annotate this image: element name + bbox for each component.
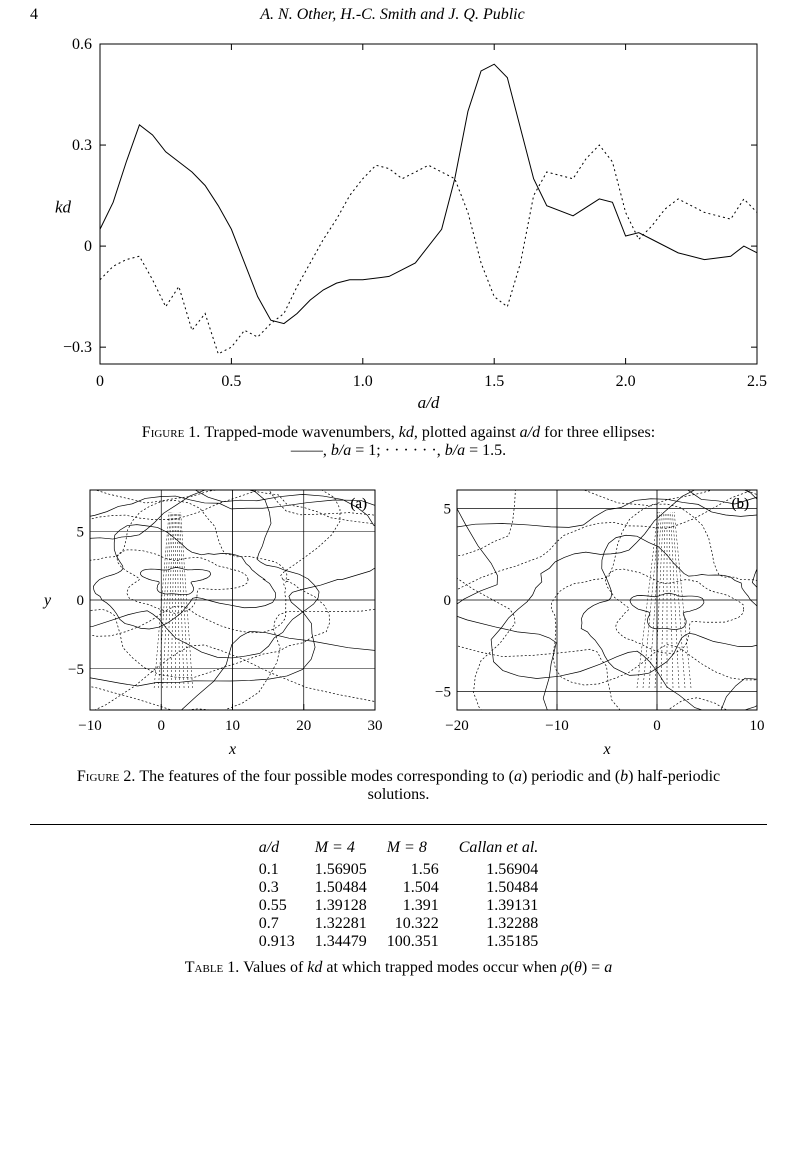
- table-row: 0.11.569051.561.56904: [249, 861, 549, 879]
- svg-text:(a): (a): [350, 496, 367, 512]
- svg-text:2.5: 2.5: [747, 373, 767, 390]
- svg-text:a/d: a/d: [418, 393, 440, 412]
- svg-text:20: 20: [296, 718, 311, 734]
- table-1-caption-text: Values of kd at which trapped modes occu…: [243, 959, 612, 976]
- figure-1-chart: −0.300.30.600.51.01.52.02.5kda/d: [30, 34, 767, 414]
- figure-2-panel-a: −100102030−505xy(a)−100102030−505(a)xy: [30, 480, 385, 760]
- svg-text:−0.3: −0.3: [63, 339, 92, 356]
- svg-text:0: 0: [158, 718, 166, 734]
- table-col-2: M = 8: [377, 839, 449, 861]
- svg-text:−10: −10: [545, 718, 568, 734]
- svg-text:x: x: [228, 741, 236, 758]
- figure-2-caption: Figure 2. The features of the four possi…: [70, 768, 727, 804]
- table-col-3: Callan et al.: [449, 839, 549, 861]
- figure-2-panel-b: −20−10010−505x(b)−20−10010−505(b)x: [412, 480, 767, 760]
- figure-2-caption-text: The features of the four possible modes …: [139, 768, 720, 803]
- svg-text:2.0: 2.0: [616, 373, 636, 390]
- svg-text:(b): (b): [732, 496, 750, 512]
- table-1-caption: Table 1. Values of kd at which trapped m…: [70, 959, 727, 977]
- page-header: 4 A. N. Other, H.-C. Smith and J. Q. Pub…: [30, 6, 767, 24]
- svg-text:−20: −20: [445, 718, 468, 734]
- page-number: 4: [30, 6, 38, 24]
- figure-2: −100102030−505xy(a)−100102030−505(a)xy −…: [30, 480, 767, 760]
- svg-text:−10: −10: [78, 718, 101, 734]
- authors: A. N. Other, H.-C. Smith and J. Q. Publi…: [38, 6, 747, 24]
- svg-text:5: 5: [444, 501, 452, 517]
- svg-text:10: 10: [225, 718, 240, 734]
- svg-text:1.0: 1.0: [353, 373, 373, 390]
- svg-text:0.5: 0.5: [221, 373, 241, 390]
- figure-1-label: Figure 1.: [142, 424, 205, 441]
- svg-text:1.5: 1.5: [484, 373, 504, 390]
- table-col-1: M = 4: [305, 839, 377, 861]
- svg-text:y: y: [42, 592, 52, 609]
- svg-text:−5: −5: [68, 662, 84, 678]
- svg-text:kd: kd: [55, 197, 72, 216]
- svg-text:30: 30: [368, 718, 383, 734]
- svg-text:0: 0: [653, 718, 661, 734]
- table-1-label: Table 1.: [185, 959, 244, 976]
- svg-text:0: 0: [84, 238, 92, 255]
- table-row: 0.31.504841.5041.50484: [249, 879, 549, 897]
- table-col-0: a/d: [249, 839, 305, 861]
- svg-text:10: 10: [750, 718, 765, 734]
- svg-text:−5: −5: [435, 685, 451, 701]
- table-1: a/dM = 4M = 8Callan et al. 0.11.569051.5…: [249, 839, 549, 951]
- figure-1-caption-text: Trapped-mode wavenumbers, kd, plotted ag…: [204, 424, 655, 459]
- table-row: 0.71.3228110.3221.32288: [249, 915, 549, 933]
- table-row: 0.9131.34479100.3511.35185: [249, 933, 549, 951]
- svg-text:x: x: [602, 741, 610, 758]
- svg-text:0.6: 0.6: [72, 36, 92, 53]
- svg-text:5: 5: [77, 524, 85, 540]
- svg-text:0.3: 0.3: [72, 137, 92, 154]
- figure-1-caption: Figure 1. Trapped-mode wavenumbers, kd, …: [70, 424, 727, 460]
- svg-text:0: 0: [77, 593, 85, 609]
- table-row: 0.551.391281.3911.39131: [249, 897, 549, 915]
- svg-text:0: 0: [96, 373, 104, 390]
- svg-text:0: 0: [444, 593, 452, 609]
- section-rule: [30, 824, 767, 825]
- figure-1: −0.300.30.600.51.01.52.02.5kda/d: [30, 34, 767, 414]
- figure-2-label: Figure 2.: [77, 768, 140, 785]
